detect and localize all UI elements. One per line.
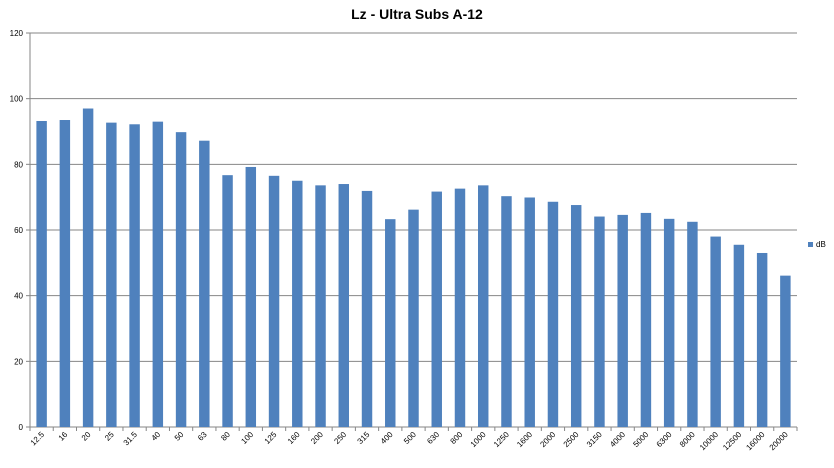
bar [594,216,605,427]
bar [245,166,257,427]
bar [152,121,164,428]
bar [222,175,233,427]
bar [36,120,47,427]
x-tick-label: 12.5 [29,430,47,448]
x-tick-label: 40 [150,430,163,443]
x-tick-labels: 12.5 16 20 25 31.5 40 50 63 80 100 125 160 200 250 315… [29,430,791,452]
bar [361,190,373,427]
y-tick-label: 80 [14,160,23,169]
y-tick-label: 0 [19,423,24,432]
y-tick-label: 60 [14,226,23,235]
x-tick-label: 200 [309,430,325,446]
x-tick-label: 2000 [538,430,557,449]
x-tick-label: 630 [425,430,441,446]
bar [477,185,489,427]
x-tick-label: 800 [449,430,465,446]
bar [175,132,187,427]
y-tick-labels: 0 20 40 60 80 100 120 [10,29,24,432]
y-tick-label: 120 [10,29,24,38]
legend: dB [808,240,826,249]
x-tick-label: 16000 [744,430,766,452]
bar [756,252,768,427]
x-tick-label: 1000 [469,430,488,449]
bar [733,244,745,427]
chart-title: Lz - Ultra Subs A-12 [351,6,483,22]
bar [106,122,117,427]
bar [547,201,559,427]
x-tick-label: 1600 [515,430,534,449]
bar [780,275,791,427]
bar [640,212,652,427]
bar [129,124,140,427]
x-tick-label: 10000 [698,430,720,452]
x-tick-label: 80 [219,430,232,443]
bar [570,205,582,427]
bar [385,219,396,427]
legend-label: dB [816,240,826,249]
x-tick-label: 4000 [608,430,627,449]
bar [687,221,698,427]
x-tick-label: 16 [57,430,70,443]
x-tick-label: 12500 [721,430,743,452]
x-tick-label: 50 [173,430,186,443]
bar [524,197,535,427]
x-tick-label: 8000 [678,430,697,449]
x-tick-label: 31.5 [122,430,140,448]
bar [315,185,326,427]
x-tick-label: 1250 [492,430,511,449]
x-tick-label: 400 [379,430,395,446]
legend-swatch [808,242,813,247]
bar [454,188,466,427]
y-tick-label: 20 [14,357,23,366]
x-tick-label: 20 [80,430,93,443]
bar [268,175,280,427]
bar [59,120,71,427]
bar [617,214,628,427]
x-tick-label: 3150 [585,430,604,449]
x-tick-label: 250 [332,430,348,446]
x-tick-label: 6300 [655,430,674,449]
y-tick-label: 40 [14,292,23,301]
x-tick-label: 5000 [631,430,650,449]
x-tick-label: 100 [239,430,255,446]
bar [431,191,442,427]
x-tick-label: 2500 [562,430,581,449]
x-tick-label: 63 [196,430,209,443]
x-tick-label: 20000 [768,430,790,452]
x-tick-label: 315 [356,430,372,446]
bars [36,108,791,428]
y-tick-label: 100 [10,95,24,104]
bar [663,218,675,427]
x-tick-label: 160 [286,430,302,446]
bar [82,108,94,428]
bar [292,180,303,427]
bar [338,184,350,427]
bar [501,196,512,427]
bar [199,140,210,427]
x-tick-label: 25 [103,430,116,443]
x-tick-label: 500 [402,430,418,446]
bar [710,236,721,427]
x-tick-label: 125 [263,430,279,446]
bar [408,209,419,427]
